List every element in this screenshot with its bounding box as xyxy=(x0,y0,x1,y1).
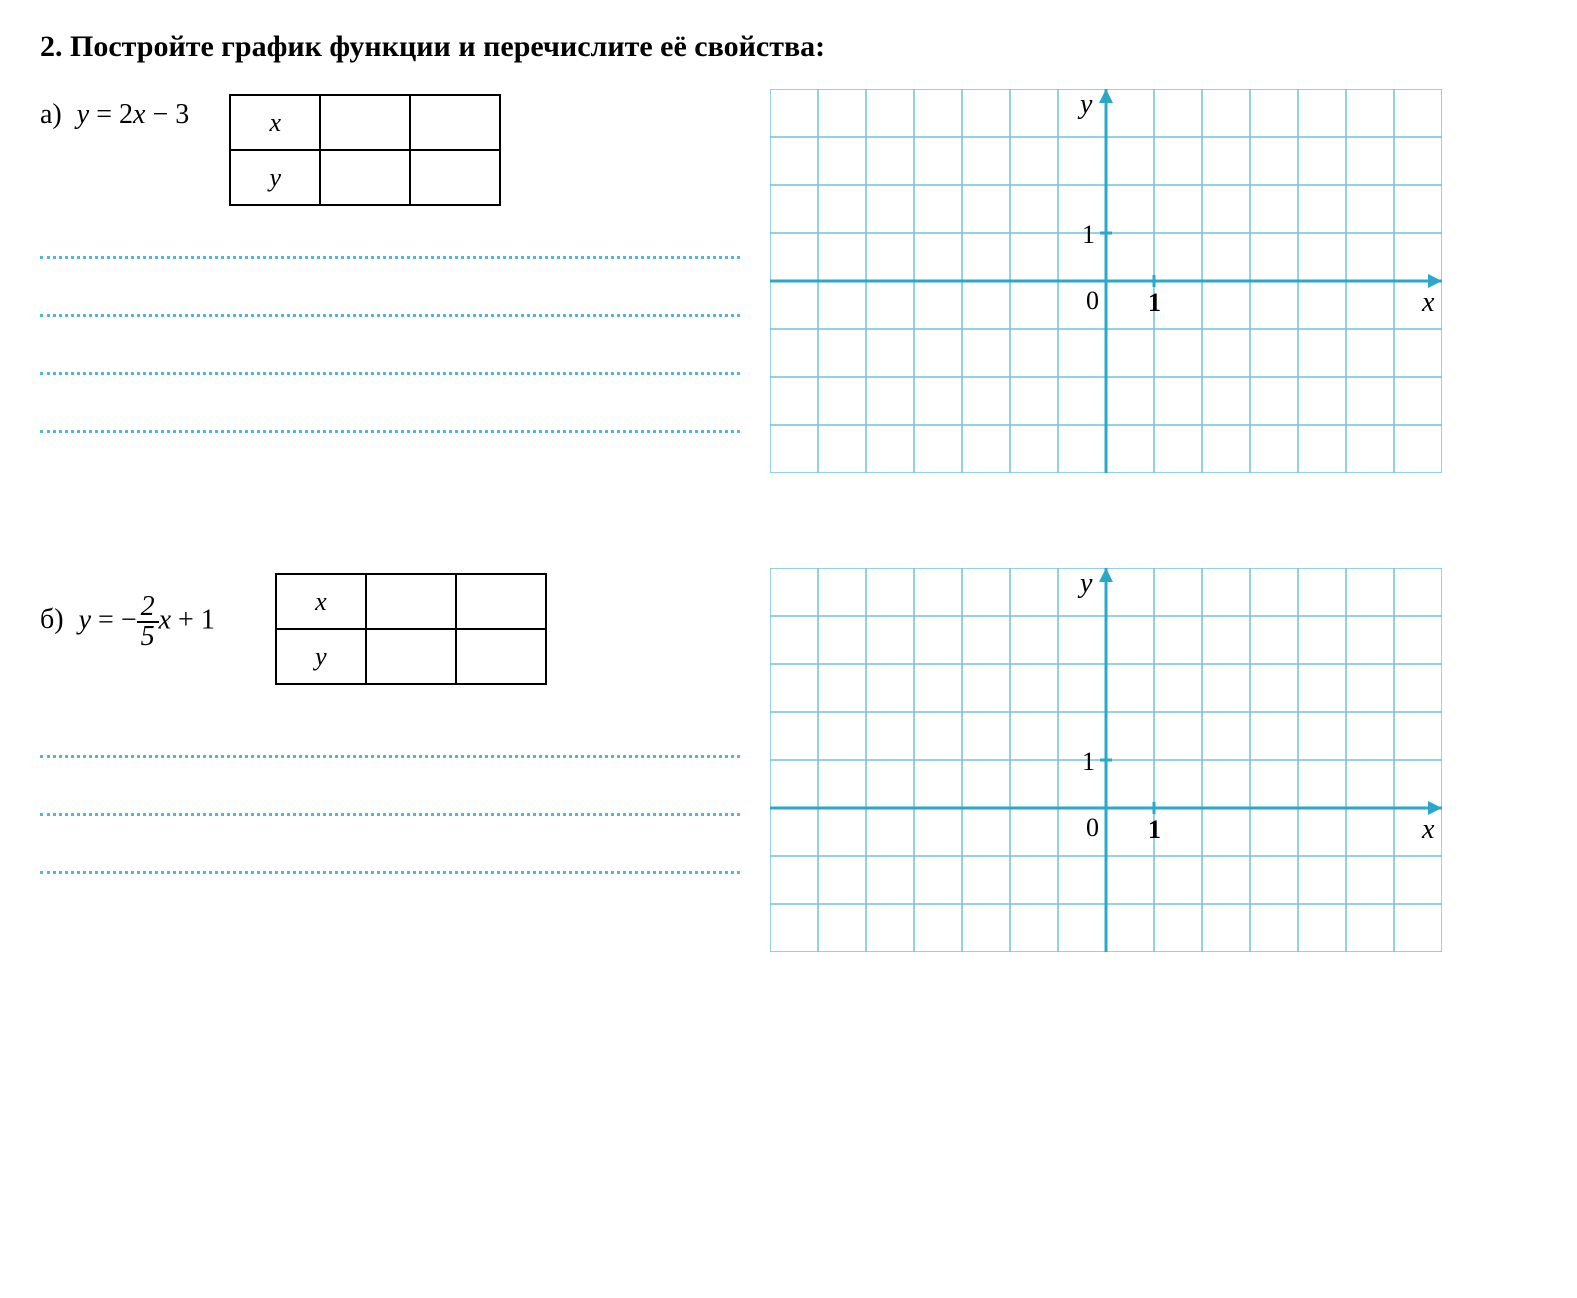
x-val-2[interactable] xyxy=(456,574,546,629)
chart-a: 0 1 1 y x xyxy=(770,89,1442,473)
formula-row-a: а) y = 2x − 3 x y xyxy=(40,89,740,206)
sub-letter-b: б) xyxy=(40,604,64,635)
formula-a: а) y = 2x − 3 xyxy=(40,89,189,131)
x-header: x xyxy=(230,95,320,150)
problem-header: 2. Постройте график функции и перечислит… xyxy=(40,30,1537,64)
y-val-2[interactable] xyxy=(456,629,546,684)
dotted-line[interactable] xyxy=(40,314,740,317)
svg-text:1: 1 xyxy=(1082,220,1095,249)
subproblem-b: б) y = − 2 5 x + 1 x y xyxy=(40,568,1537,952)
var-y: y xyxy=(79,604,91,635)
svg-text:1: 1 xyxy=(1148,288,1161,317)
svg-text:0: 0 xyxy=(1086,286,1099,315)
svg-text:x: x xyxy=(1421,287,1435,318)
y-header: y xyxy=(230,150,320,205)
var-x: x xyxy=(133,99,145,130)
x-val-1[interactable] xyxy=(366,574,456,629)
svg-text:y: y xyxy=(1077,89,1093,120)
dotted-line[interactable] xyxy=(40,430,740,433)
svg-text:0: 0 xyxy=(1086,813,1099,842)
x-plus-1: x + 1 xyxy=(159,604,215,635)
x-val-2[interactable] xyxy=(410,95,500,150)
dotted-line[interactable] xyxy=(40,755,740,758)
eq-sign: = xyxy=(96,99,112,130)
eq-sign: = xyxy=(98,604,114,635)
table-row: x xyxy=(276,574,546,629)
sub-letter-a: а) xyxy=(40,99,62,130)
y-header: y xyxy=(276,629,366,684)
xy-table-a: x y xyxy=(229,94,501,206)
x-header: x xyxy=(276,574,366,629)
table-row: y xyxy=(230,150,500,205)
problem-text: Постройте график функции и перечислите е… xyxy=(70,30,825,63)
left-column-a: а) y = 2x − 3 x y xyxy=(40,89,740,488)
svg-text:1: 1 xyxy=(1082,747,1095,776)
chart-b: 0 1 1 y x xyxy=(770,568,1442,952)
answer-lines-a xyxy=(40,256,740,433)
left-column-b: б) y = − 2 5 x + 1 x y xyxy=(40,568,740,929)
coef-2: 2 xyxy=(119,99,133,130)
svg-text:1: 1 xyxy=(1148,815,1161,844)
svg-text:x: x xyxy=(1421,814,1435,845)
problem-number: 2. xyxy=(40,30,63,63)
x-val-1[interactable] xyxy=(320,95,410,150)
var-y: y xyxy=(77,99,89,130)
formula-b: б) y = − 2 5 x + 1 xyxy=(40,568,215,651)
fraction-den: 5 xyxy=(137,623,159,651)
fraction-num: 2 xyxy=(137,593,159,623)
table-row: y xyxy=(276,629,546,684)
dotted-line[interactable] xyxy=(40,372,740,375)
fraction: 2 5 xyxy=(137,593,159,651)
xy-table-b: x y xyxy=(275,573,547,685)
dotted-line[interactable] xyxy=(40,871,740,874)
y-val-2[interactable] xyxy=(410,150,500,205)
table-row: x xyxy=(230,95,500,150)
y-val-1[interactable] xyxy=(320,150,410,205)
subproblem-a: а) y = 2x − 3 x y xyxy=(40,89,1537,488)
formula-row-b: б) y = − 2 5 x + 1 x y xyxy=(40,568,740,685)
answer-lines-b xyxy=(40,755,740,874)
dotted-line[interactable] xyxy=(40,256,740,259)
minus3: − 3 xyxy=(145,99,189,130)
y-val-1[interactable] xyxy=(366,629,456,684)
dotted-line[interactable] xyxy=(40,813,740,816)
svg-text:y: y xyxy=(1077,568,1093,599)
